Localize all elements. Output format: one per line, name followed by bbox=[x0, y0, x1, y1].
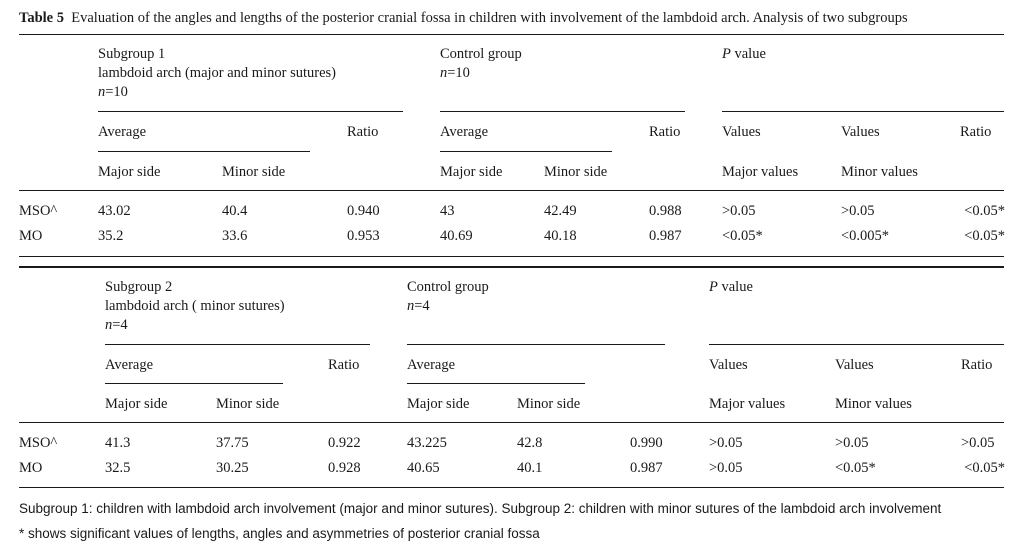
row-label: MSO^ bbox=[19, 435, 58, 451]
b2-ratio-p: Ratio bbox=[961, 357, 993, 373]
b2-values-1: Values bbox=[709, 357, 748, 373]
table-title: Evaluation of the angles and lengths of … bbox=[71, 10, 908, 26]
b2-minor-p: Minor values bbox=[835, 396, 912, 412]
cell: 0.987 bbox=[649, 228, 682, 244]
cell: 30.25 bbox=[216, 460, 249, 476]
b2-major-p: Major values bbox=[709, 396, 786, 412]
b1-ratio-a: Ratio bbox=[347, 124, 379, 140]
cell: 33.6 bbox=[222, 228, 248, 244]
rule-b2-group-b bbox=[407, 344, 665, 345]
control2-n: n=4 bbox=[407, 298, 430, 314]
subgroup2-n: n=4 bbox=[105, 317, 128, 333]
row-label: MO bbox=[19, 460, 43, 476]
cell: <0.005* bbox=[841, 228, 890, 244]
cell: 0.953 bbox=[347, 228, 380, 244]
subgroup1-title: Subgroup 1 bbox=[98, 46, 166, 62]
cell: 32.5 bbox=[105, 460, 131, 476]
table-label: Table 5 bbox=[19, 10, 64, 26]
b2-minor-b: Minor side bbox=[517, 396, 581, 412]
cell: 40.1 bbox=[517, 460, 543, 476]
cell: >0.05 bbox=[722, 203, 756, 219]
control1-title: Control group bbox=[440, 46, 522, 62]
cell: 0.922 bbox=[328, 435, 361, 451]
b1-ratio-b: Ratio bbox=[649, 124, 681, 140]
cell: 43.02 bbox=[98, 203, 131, 219]
b2-major-b: Major side bbox=[407, 396, 470, 412]
b1-average-a: Average bbox=[98, 124, 147, 140]
rule-b2-header bbox=[19, 422, 1004, 423]
cell: 43 bbox=[440, 203, 455, 219]
rule-b1-group-b bbox=[440, 111, 685, 112]
b2-ratio-a: Ratio bbox=[328, 357, 360, 373]
row-label: MO bbox=[19, 228, 43, 244]
b1-values-2: Values bbox=[841, 124, 880, 140]
footnote-significance: * shows significant values of lengths, a… bbox=[19, 526, 540, 541]
subgroup2-title: Subgroup 2 bbox=[105, 279, 173, 295]
b1-values-1: Values bbox=[722, 124, 761, 140]
cell: 0.940 bbox=[347, 203, 380, 219]
rule-b2-average-a bbox=[105, 383, 283, 384]
cell: 41.3 bbox=[105, 435, 131, 451]
row-label: MSO^ bbox=[19, 203, 58, 219]
footnote-subgroups: Subgroup 1: children with lambdoid arch … bbox=[19, 501, 942, 516]
b1-minor-a: Minor side bbox=[222, 164, 286, 180]
rule-b1-average-b bbox=[440, 151, 612, 152]
control2-title: Control group bbox=[407, 279, 489, 295]
rule-b2-group-a bbox=[105, 344, 370, 345]
cell: >0.05 bbox=[709, 435, 743, 451]
rule-bottom bbox=[19, 487, 1004, 488]
rule-b1-average-a bbox=[98, 151, 310, 152]
b1-major-a: Major side bbox=[98, 164, 161, 180]
cell: <0.05* bbox=[835, 460, 876, 476]
cell: 40.69 bbox=[440, 228, 473, 244]
cell: 42.8 bbox=[517, 435, 543, 451]
b2-values-2: Values bbox=[835, 357, 874, 373]
cell: 40.18 bbox=[544, 228, 577, 244]
cell: 0.928 bbox=[328, 460, 361, 476]
b2-major-a: Major side bbox=[105, 396, 168, 412]
subgroup2-desc: lambdoid arch ( minor sutures) bbox=[105, 298, 285, 314]
rule-b1-group-a bbox=[98, 111, 403, 112]
table-caption: Table 5 Evaluation of the angles and len… bbox=[19, 10, 908, 27]
rule-b1-header bbox=[19, 190, 1004, 191]
rule-b2-average-b bbox=[407, 383, 585, 384]
b1-minor-b: Minor side bbox=[544, 164, 608, 180]
control1-n: n=10 bbox=[440, 65, 470, 81]
cell: 43.225 bbox=[407, 435, 447, 451]
b1-major-p: Major values bbox=[722, 164, 799, 180]
cell: 0.990 bbox=[630, 435, 663, 451]
cell: <0.05* bbox=[964, 460, 1005, 476]
rule-b1-group-p bbox=[722, 111, 1004, 112]
cell: 42.49 bbox=[544, 203, 577, 219]
b1-average-b: Average bbox=[440, 124, 489, 140]
cell: 35.2 bbox=[98, 228, 124, 244]
pvalue2-title: P value bbox=[709, 279, 753, 295]
cell: <0.05* bbox=[722, 228, 763, 244]
cell: <0.05* bbox=[964, 228, 1005, 244]
cell: 0.988 bbox=[649, 203, 682, 219]
b1-ratio-p: Ratio bbox=[960, 124, 992, 140]
cell: 0.987 bbox=[630, 460, 663, 476]
b2-average-a: Average bbox=[105, 357, 154, 373]
top-rule bbox=[19, 34, 1004, 35]
cell: <0.05* bbox=[964, 203, 1005, 219]
cell: >0.05 bbox=[709, 460, 743, 476]
b1-major-b: Major side bbox=[440, 164, 503, 180]
cell: >0.05 bbox=[841, 203, 875, 219]
cell: >0.05 bbox=[835, 435, 869, 451]
rule-b2-group-p bbox=[709, 344, 1004, 345]
pvalue1-title: P value bbox=[722, 46, 766, 62]
rule-b2-top bbox=[19, 266, 1004, 268]
cell: 40.65 bbox=[407, 460, 440, 476]
subgroup1-desc: lambdoid arch (major and minor sutures) bbox=[98, 65, 336, 81]
b2-average-b: Average bbox=[407, 357, 456, 373]
b1-minor-p: Minor values bbox=[841, 164, 918, 180]
b2-minor-a: Minor side bbox=[216, 396, 280, 412]
cell: >0.05 bbox=[961, 435, 995, 451]
cell: 37.75 bbox=[216, 435, 249, 451]
rule-b1-bottom bbox=[19, 256, 1004, 257]
cell: 40.4 bbox=[222, 203, 248, 219]
subgroup1-n: n=10 bbox=[98, 84, 128, 100]
